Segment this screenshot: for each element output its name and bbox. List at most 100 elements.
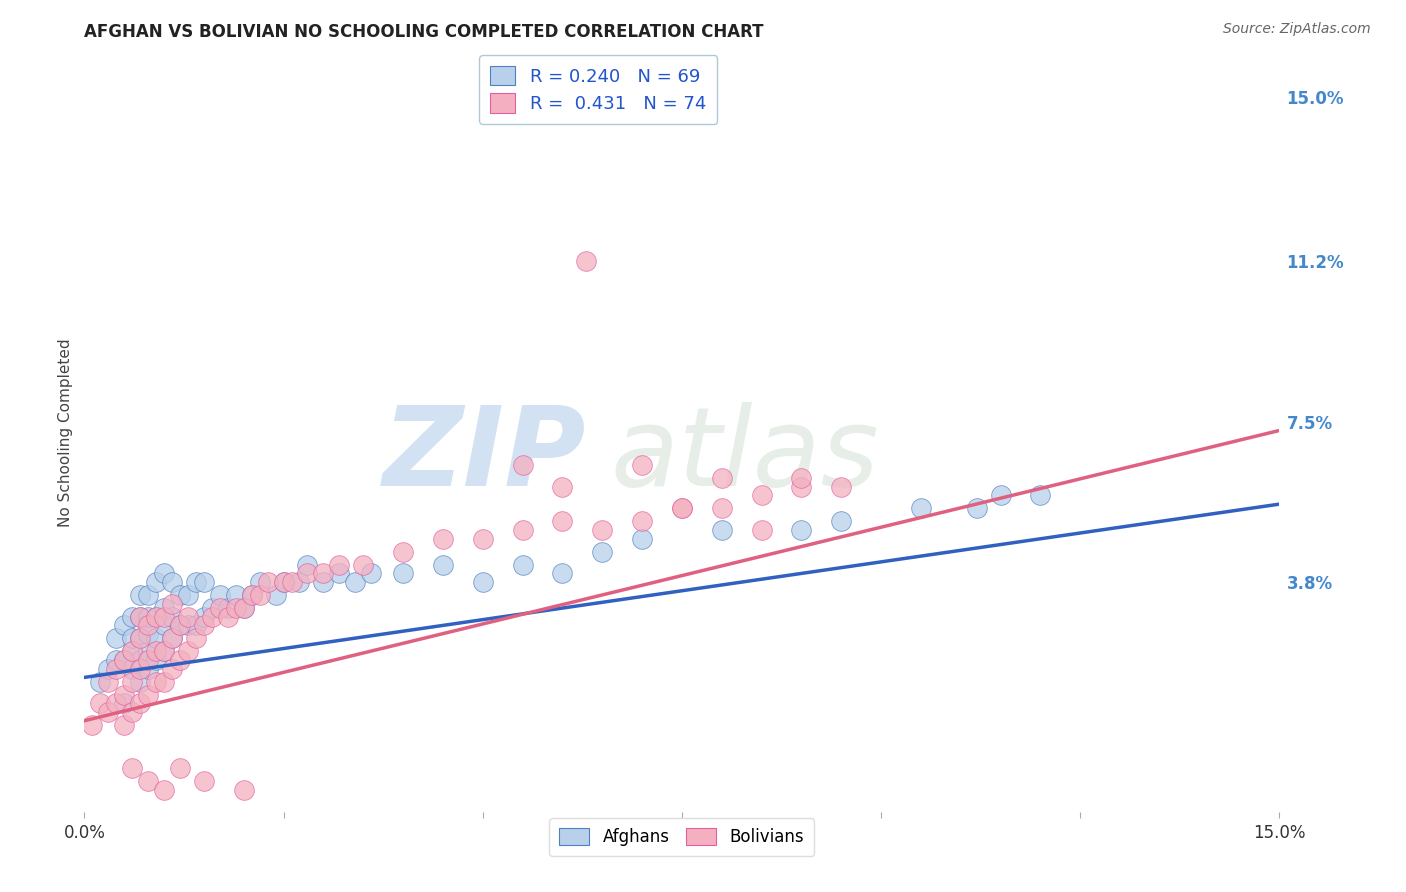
Point <box>177 618 200 632</box>
Point <box>1029 488 1052 502</box>
Point <box>145 632 167 646</box>
Point <box>184 618 207 632</box>
Point <box>193 774 215 789</box>
Point <box>790 480 813 494</box>
Point <box>471 532 494 546</box>
Point <box>129 609 152 624</box>
Point <box>112 688 135 702</box>
Point <box>112 653 135 667</box>
Point <box>312 575 335 590</box>
Point <box>177 609 200 624</box>
Point <box>145 575 167 590</box>
Point <box>177 588 200 602</box>
Point <box>751 488 773 502</box>
Point <box>160 632 183 646</box>
Text: AFGHAN VS BOLIVIAN NO SCHOOLING COMPLETED CORRELATION CHART: AFGHAN VS BOLIVIAN NO SCHOOLING COMPLETE… <box>84 23 763 41</box>
Point <box>89 674 111 689</box>
Point <box>160 632 183 646</box>
Point <box>671 501 693 516</box>
Point <box>591 545 613 559</box>
Point <box>551 566 574 581</box>
Point <box>169 618 191 632</box>
Point <box>145 644 167 658</box>
Point <box>432 558 454 572</box>
Point <box>201 609 224 624</box>
Point <box>136 644 159 658</box>
Point <box>97 674 120 689</box>
Point <box>129 609 152 624</box>
Point <box>830 480 852 494</box>
Point <box>360 566 382 581</box>
Point <box>751 523 773 537</box>
Point <box>153 609 176 624</box>
Point <box>121 609 143 624</box>
Point <box>710 523 733 537</box>
Text: atlas: atlas <box>610 402 879 508</box>
Point <box>910 501 932 516</box>
Point <box>790 471 813 485</box>
Point <box>264 588 287 602</box>
Text: Source: ZipAtlas.com: Source: ZipAtlas.com <box>1223 22 1371 37</box>
Point <box>105 653 128 667</box>
Point <box>153 601 176 615</box>
Point <box>232 601 254 615</box>
Text: ZIP: ZIP <box>382 402 586 508</box>
Point <box>352 558 374 572</box>
Point <box>297 558 319 572</box>
Point <box>328 558 350 572</box>
Point <box>288 575 311 590</box>
Point <box>312 566 335 581</box>
Point <box>551 480 574 494</box>
Point <box>121 632 143 646</box>
Point <box>136 588 159 602</box>
Point <box>273 575 295 590</box>
Point <box>217 609 239 624</box>
Point <box>631 458 654 472</box>
Point <box>136 774 159 789</box>
Point <box>575 254 598 268</box>
Point <box>153 783 176 797</box>
Point <box>344 575 367 590</box>
Point <box>710 471 733 485</box>
Point <box>82 718 104 732</box>
Point <box>671 501 693 516</box>
Point <box>153 644 176 658</box>
Point <box>145 653 167 667</box>
Point <box>129 632 152 646</box>
Point <box>232 601 254 615</box>
Point <box>89 697 111 711</box>
Point <box>217 601 239 615</box>
Point <box>153 618 176 632</box>
Point <box>112 718 135 732</box>
Point <box>153 674 176 689</box>
Point <box>121 662 143 676</box>
Point <box>145 609 167 624</box>
Point <box>160 609 183 624</box>
Point <box>105 662 128 676</box>
Point <box>392 566 415 581</box>
Point <box>121 705 143 719</box>
Point <box>145 609 167 624</box>
Point <box>160 662 183 676</box>
Point <box>631 532 654 546</box>
Point <box>591 523 613 537</box>
Point <box>160 575 183 590</box>
Point <box>105 697 128 711</box>
Point <box>129 697 152 711</box>
Point <box>129 662 152 676</box>
Point <box>112 653 135 667</box>
Point <box>121 674 143 689</box>
Point <box>153 644 176 658</box>
Point <box>145 674 167 689</box>
Point <box>392 545 415 559</box>
Point <box>240 588 263 602</box>
Point <box>112 618 135 632</box>
Point <box>169 618 191 632</box>
Point <box>169 653 191 667</box>
Point <box>512 558 534 572</box>
Point <box>153 566 176 581</box>
Point <box>225 601 247 615</box>
Point <box>471 575 494 590</box>
Point <box>240 588 263 602</box>
Y-axis label: No Schooling Completed: No Schooling Completed <box>58 338 73 527</box>
